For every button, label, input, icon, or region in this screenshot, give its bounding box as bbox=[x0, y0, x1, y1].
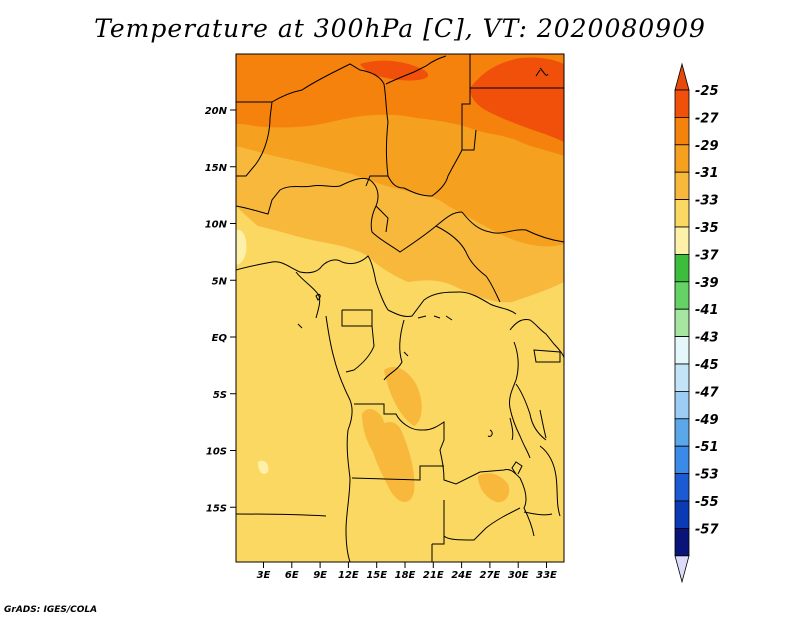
colorbar-swatch bbox=[674, 171, 690, 200]
band-minus-31-patch bbox=[478, 473, 510, 503]
colorbar-label: -37 bbox=[695, 248, 719, 263]
colorbar-top-triangle bbox=[674, 62, 690, 91]
lat-tick-label: 20N bbox=[205, 106, 228, 117]
colorbar-label: -49 bbox=[695, 413, 719, 428]
colorbar-label: -39 bbox=[695, 276, 719, 291]
colorbar-swatch bbox=[674, 226, 690, 255]
colorbar-swatch bbox=[674, 418, 690, 447]
lon-tick-label: 3E bbox=[257, 570, 271, 581]
map-frame bbox=[235, 53, 565, 563]
lon-tick-label: 15E bbox=[366, 570, 387, 581]
lat-tick-label: 5S bbox=[213, 390, 227, 401]
band-minus-35-patch bbox=[258, 460, 269, 474]
colorbar-swatch bbox=[674, 528, 690, 557]
colorbar-swatch bbox=[674, 144, 690, 173]
band-minus-25-patch bbox=[360, 60, 429, 81]
colorbar-swatch bbox=[674, 308, 690, 338]
lon-tick-label: 27E bbox=[480, 570, 501, 581]
lon-tick-label: 33E bbox=[536, 570, 557, 581]
colorbar-label: -55 bbox=[695, 495, 719, 510]
lat-tick-label: 15S bbox=[206, 503, 227, 514]
lon-tick-label: 21E bbox=[423, 570, 444, 581]
colorbar-label: -25 bbox=[695, 84, 719, 99]
colorbar-swatch bbox=[674, 445, 690, 475]
colorbar-label: -45 bbox=[695, 358, 719, 373]
colorbar-label: -57 bbox=[695, 522, 719, 537]
colorbar-swatch bbox=[674, 253, 690, 283]
colorbar-label: -47 bbox=[695, 385, 719, 400]
band-minus-31-patch bbox=[384, 366, 422, 426]
band-minus-25 bbox=[470, 57, 564, 142]
lon-tick-label: 30E bbox=[508, 570, 529, 581]
colorbar-swatch bbox=[674, 336, 690, 365]
lakes bbox=[297, 293, 547, 441]
lat-tick-label: 10S bbox=[206, 447, 227, 458]
latitude-axis: 20N 15N 10N 5N EQ 5S 10S 15S bbox=[205, 106, 236, 514]
colorbar-swatch bbox=[674, 89, 690, 118]
colorbar-swatch bbox=[674, 199, 690, 228]
colorbar-swatch bbox=[674, 281, 690, 310]
lat-tick-label: 10N bbox=[205, 220, 228, 231]
lon-tick-label: 24E bbox=[451, 570, 472, 581]
colorbar-swatch bbox=[674, 117, 690, 146]
colorbar-label: -27 bbox=[695, 111, 719, 126]
lon-tick-label: 9E bbox=[313, 570, 327, 581]
lat-tick-label: EQ bbox=[212, 333, 228, 344]
colorbar-swatch bbox=[674, 500, 690, 529]
colorbar-label: -31 bbox=[695, 166, 719, 181]
lon-tick-label: 12E bbox=[338, 570, 359, 581]
colorbar-label: -41 bbox=[695, 303, 719, 318]
band-minus-31-patch bbox=[362, 408, 388, 460]
colorbar-swatch bbox=[674, 473, 690, 502]
chart-title: Temperature at 300hPa [C], VT: 202008090… bbox=[94, 14, 706, 43]
lon-tick-label: 18E bbox=[395, 570, 416, 581]
colorbar-label: -43 bbox=[695, 331, 719, 346]
colorbar-label: -33 bbox=[695, 194, 719, 209]
colorbar-bottom-triangle bbox=[674, 555, 690, 584]
temperature-field bbox=[236, 54, 564, 562]
band-minus-35-patch bbox=[236, 229, 247, 265]
colorbar-label: -29 bbox=[695, 139, 719, 154]
lat-tick-label: 5N bbox=[212, 276, 228, 287]
longitude-axis: 3E 6E 9E 12E 15E 18E 21E 24E 27E 30E 33E bbox=[257, 562, 557, 581]
colorbar-swatch bbox=[674, 363, 690, 392]
colorbar-swatch bbox=[674, 390, 690, 420]
country-borders bbox=[236, 54, 564, 562]
grads-credit: GrADS: IGES/COLA bbox=[4, 605, 98, 615]
lat-tick-label: 15N bbox=[205, 163, 228, 174]
colorbar-label: -51 bbox=[695, 440, 719, 455]
colorbar-label: -35 bbox=[695, 221, 719, 236]
colorbar: -25 -27 -29 -31 -33 -35 -37 -39 -41 -43 -45 -47 -49 -… bbox=[674, 62, 719, 584]
lon-tick-label: 6E bbox=[285, 570, 299, 581]
colorbar-label: -53 bbox=[695, 468, 719, 483]
